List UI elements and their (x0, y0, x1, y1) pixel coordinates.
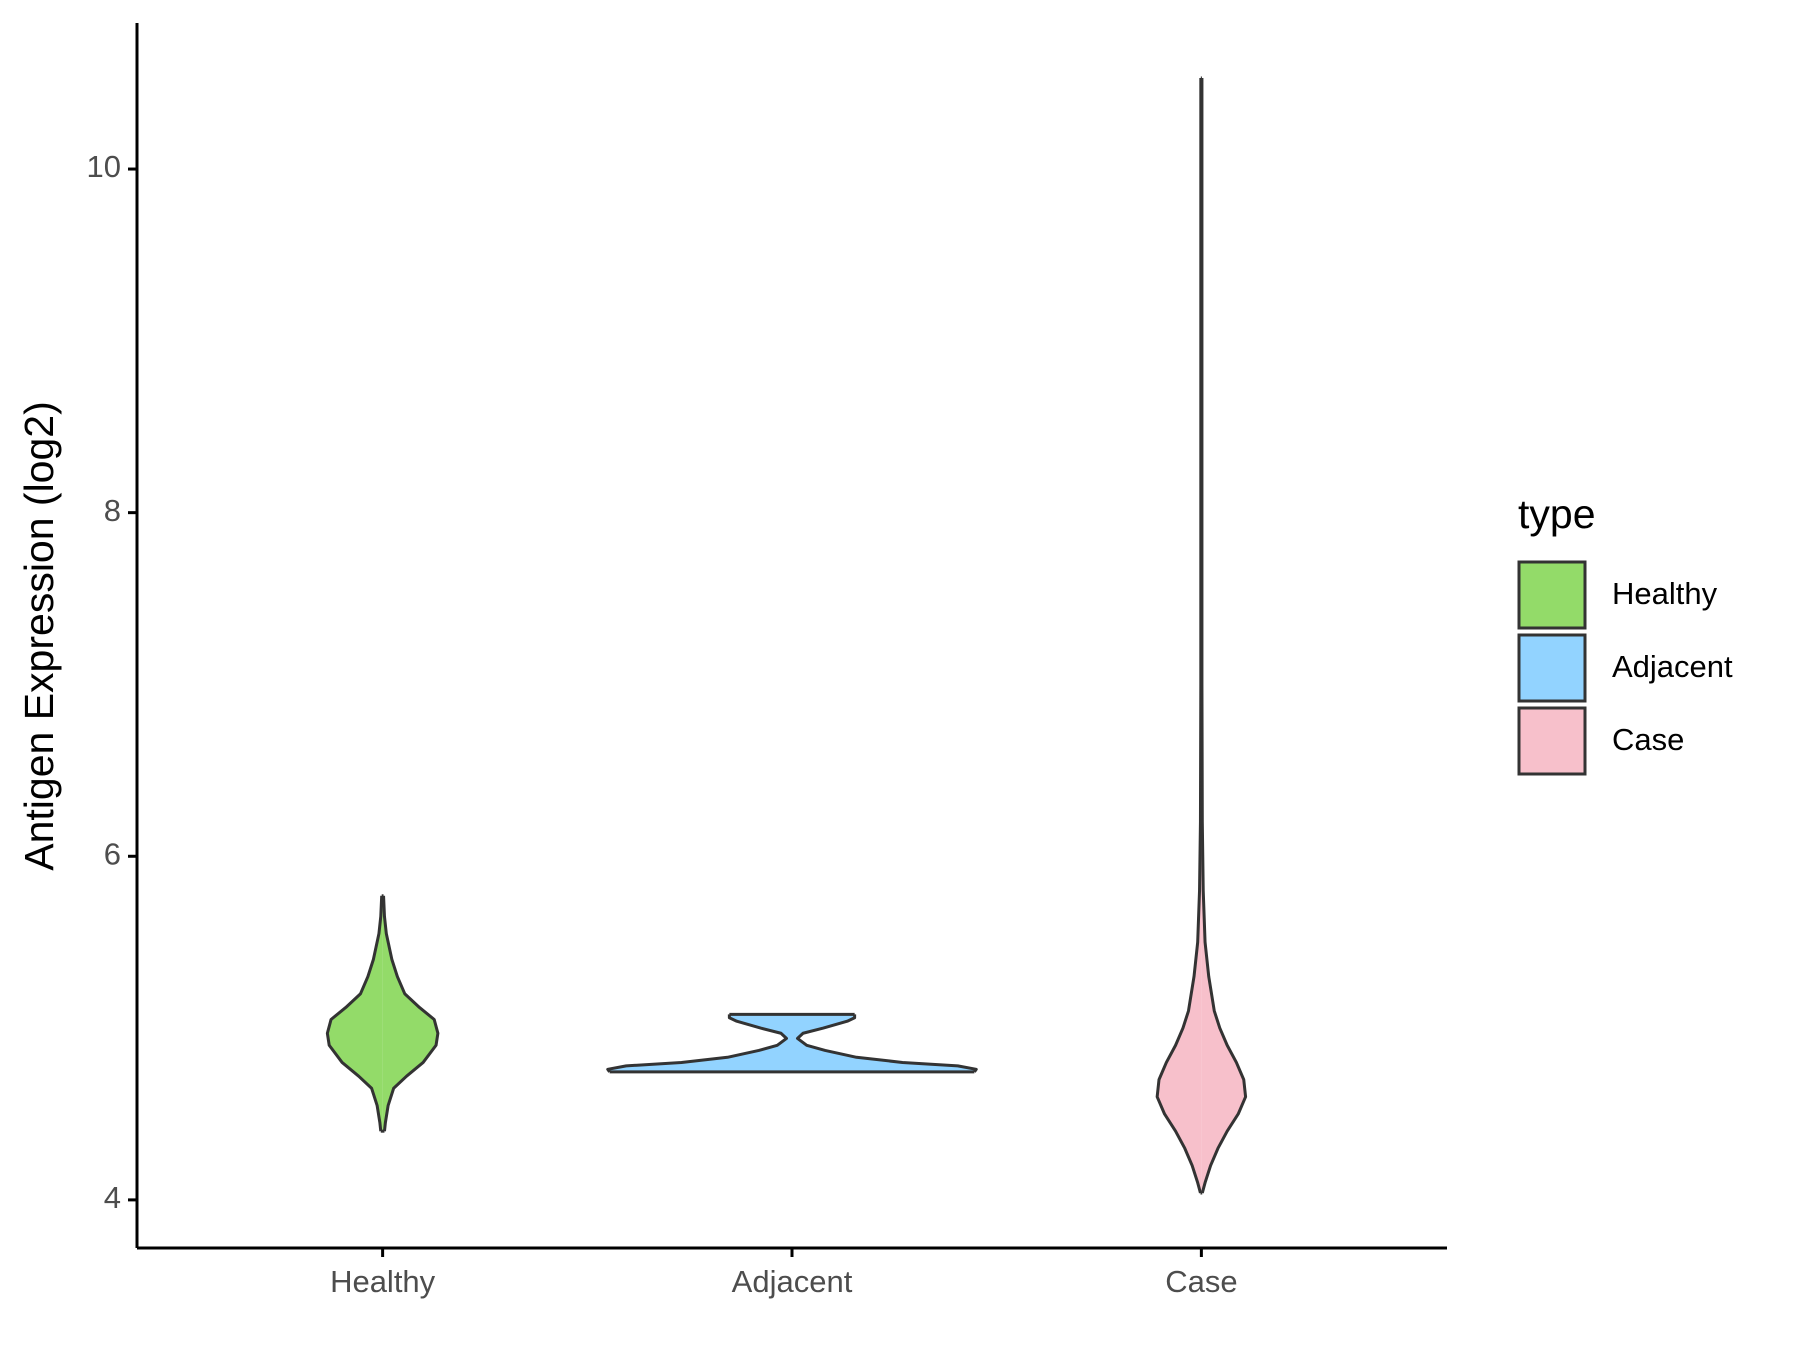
violin-outline (325, 895, 384, 1132)
violin-fill (327, 895, 383, 1132)
x-tick-label: Healthy (330, 1264, 436, 1299)
y-tick-label: 10 (87, 149, 121, 184)
legend-label: Adjacent (1612, 649, 1733, 684)
legend-label: Case (1612, 722, 1684, 757)
violin-fill (382, 895, 438, 1132)
violin-outline (1155, 77, 1203, 1194)
violin-outline (606, 1014, 788, 1073)
y-tick-label: 4 (104, 1180, 121, 1215)
violin-fill (792, 1014, 977, 1072)
legend-key (1517, 706, 1587, 776)
legend-key (1517, 633, 1587, 703)
x-tick-label: Adjacent (732, 1264, 853, 1299)
y-tick-label: 6 (104, 836, 121, 871)
violin-fill (607, 1014, 792, 1072)
violin-outline (796, 1014, 978, 1073)
y-axis-title: Antigen Expression (log2) (16, 401, 62, 870)
violin-outline (382, 895, 440, 1132)
legend-key (1517, 560, 1587, 630)
violin-outline (1200, 77, 1248, 1194)
violin-fill (1201, 77, 1246, 1194)
violin-fill (1157, 77, 1202, 1194)
x-tick-label: Case (1165, 1264, 1237, 1299)
legend-label: Healthy (1612, 576, 1718, 611)
y-tick-label: 8 (104, 493, 121, 528)
legend-title: type (1518, 491, 1596, 537)
